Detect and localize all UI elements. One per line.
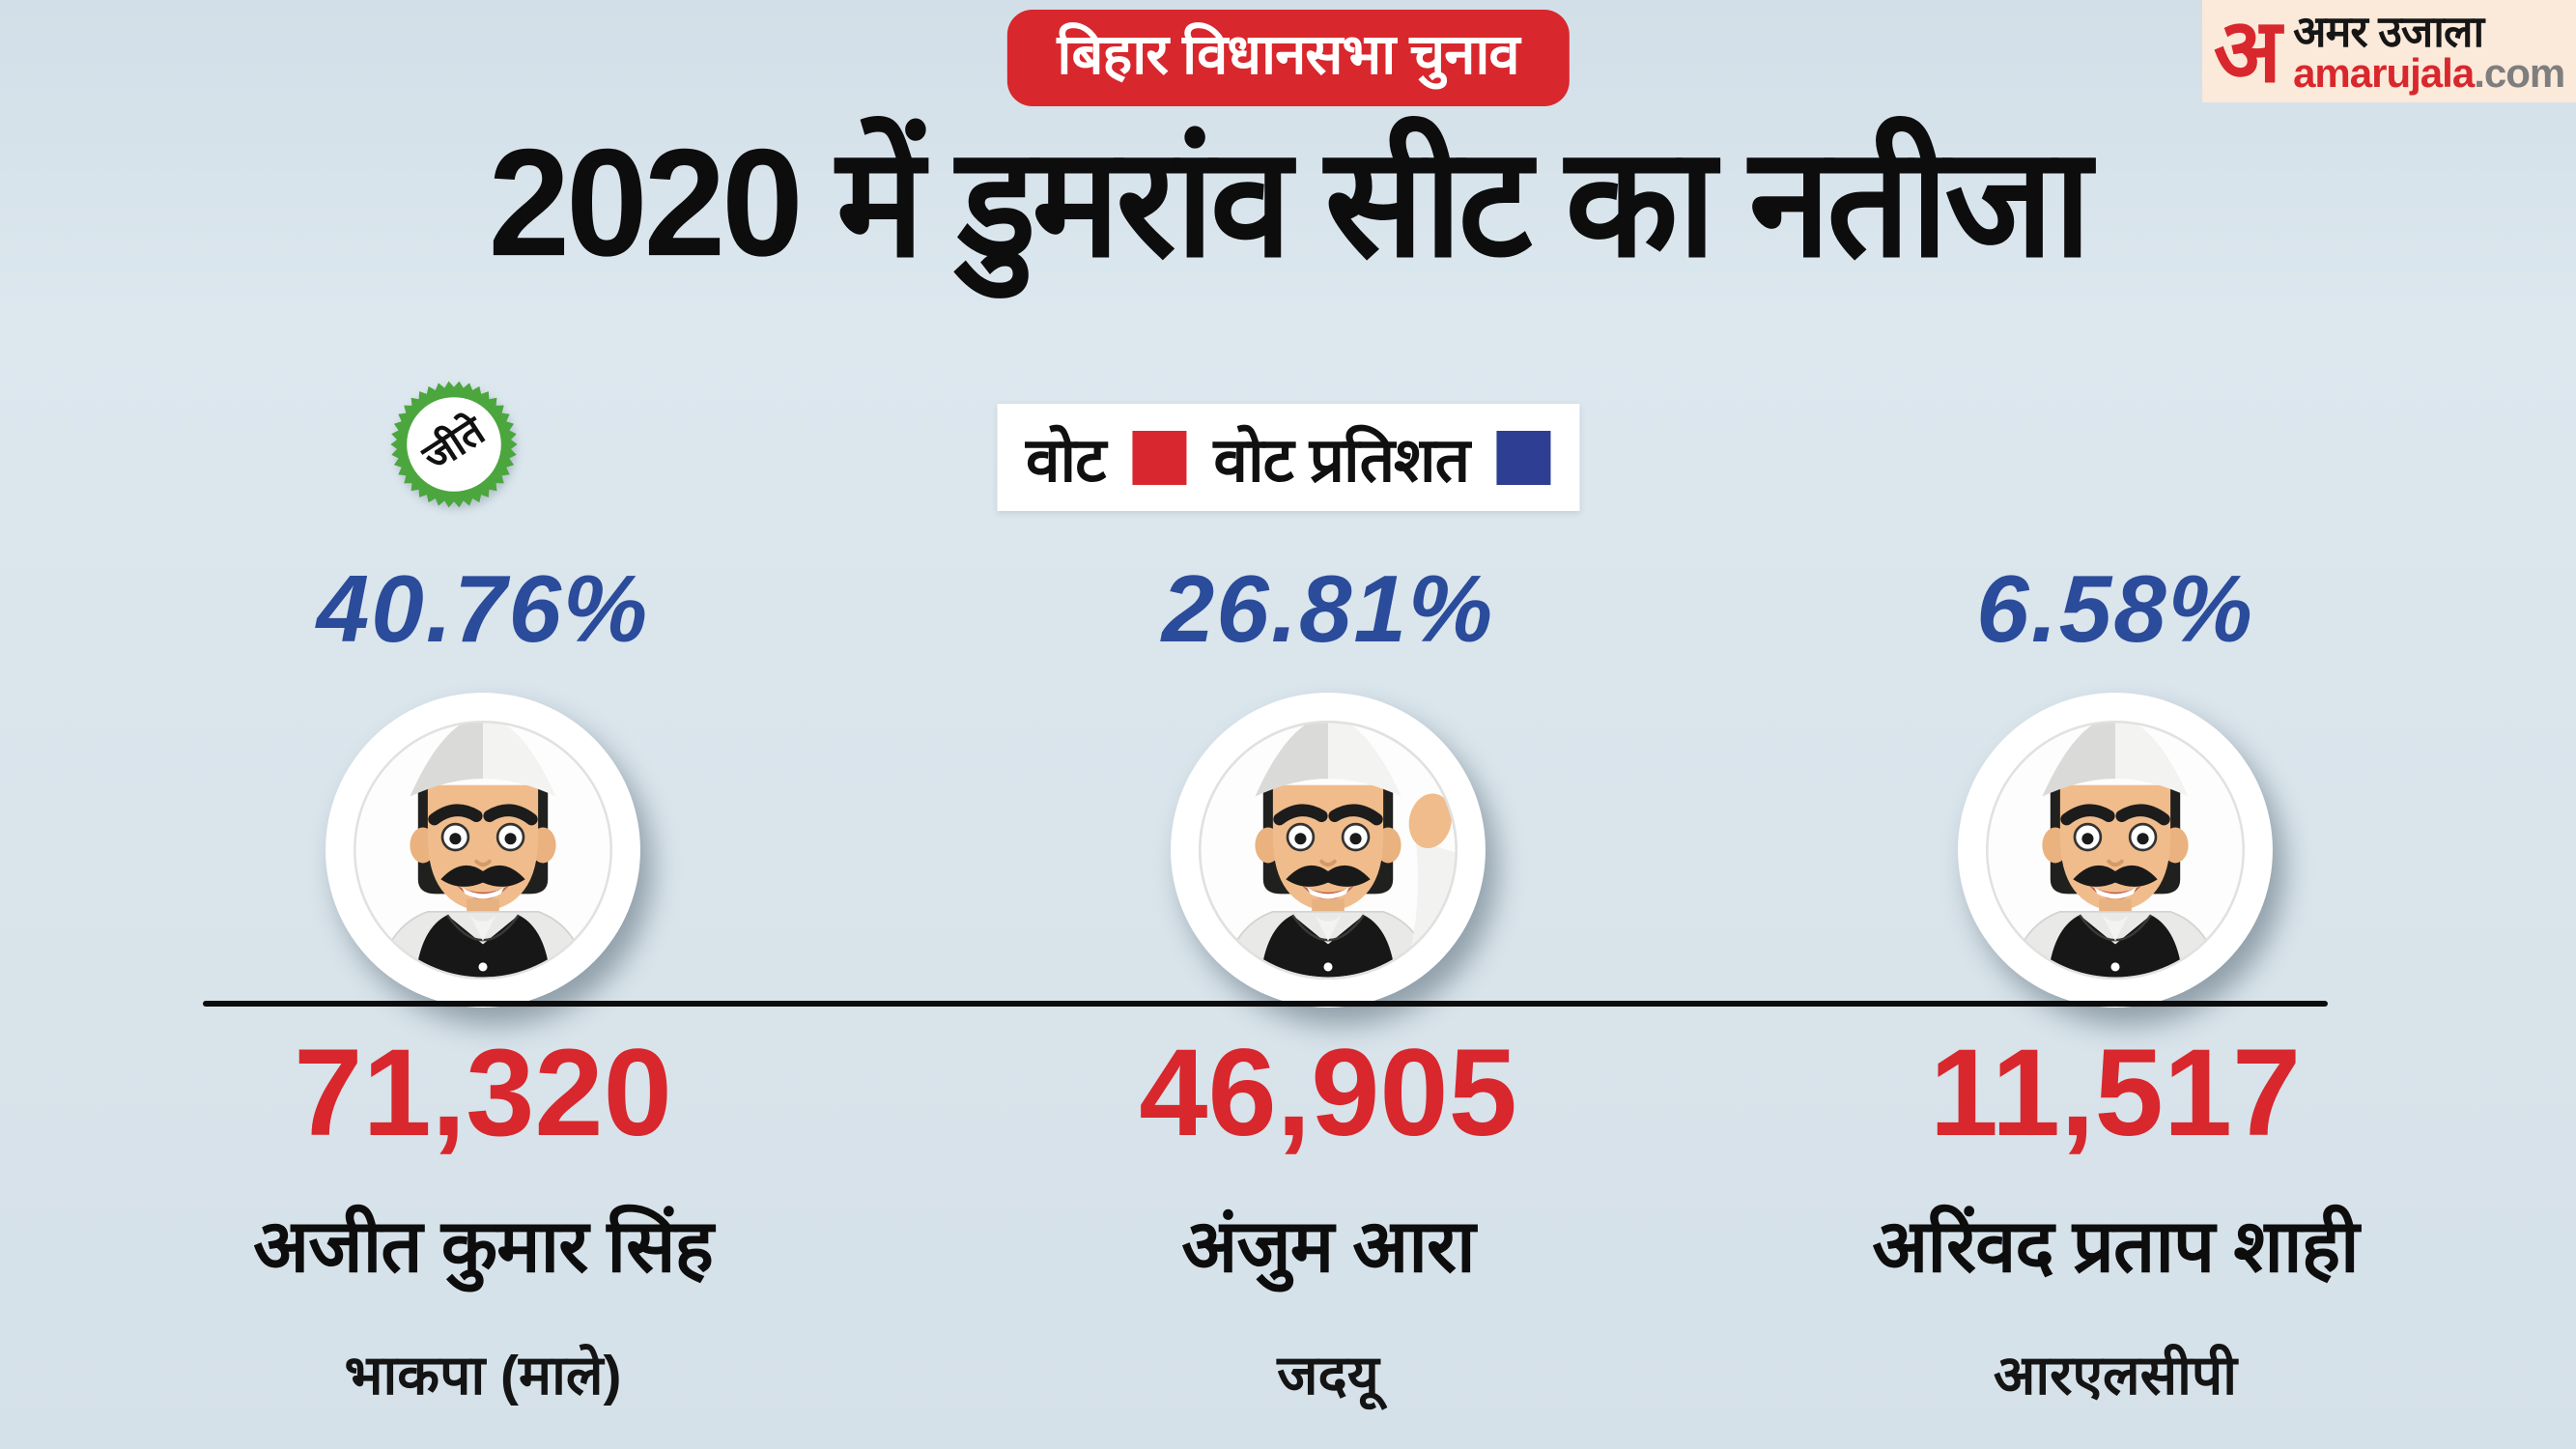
candidate-avatar	[321, 688, 645, 1012]
candidate-column-2: 26.81% 46,905 अंजुम आरा जदयू	[903, 541, 1753, 1449]
page-title: 2020 में डुमरांव सीट का नतीजा	[488, 117, 2092, 289]
divider-line	[203, 1001, 2328, 1007]
logo-brand-latin: amarujala	[2293, 49, 2475, 96]
candidate-name: अरिंवद प्रताप शाही	[1872, 1206, 2360, 1288]
candidate-party: भाकपा (माले)	[344, 1345, 622, 1406]
politician-avatar-icon	[1953, 688, 2278, 1012]
amar-ujala-logo: अ अमर उजाला amarujala.com	[2202, 0, 2576, 102]
candidate-avatar	[1953, 688, 2278, 1012]
candidate-column-1: 40.76% 71,320 अजीत कुमार सिंह भाकपा (माल…	[58, 541, 908, 1449]
logo-text: अमर उजाला amarujala.com	[2293, 6, 2565, 96]
candidate-column-3: 6.58% 11,517 अरिंवद प्रताप शाही आरएलसीपी	[1690, 541, 2540, 1449]
category-badge: बिहार विधानसभा चुनाव	[1006, 10, 1570, 106]
candidate-avatar	[1166, 688, 1490, 1012]
logo-monogram-icon: अ	[2213, 1, 2282, 100]
legend-percent-label: वोट प्रतिशत	[1213, 425, 1470, 495]
chart-legend: वोट वोट प्रतिशत	[996, 404, 1580, 511]
logo-brand-tld: .com	[2474, 49, 2565, 96]
vote-percent: 26.81%	[1161, 555, 1495, 662]
candidate-party: जदयू	[1277, 1345, 1379, 1406]
legend-votes-label: वोट	[1025, 425, 1106, 495]
legend-percent-swatch	[1496, 430, 1551, 485]
politician-avatar-icon	[321, 688, 645, 1012]
logo-brand-url: amarujala.com	[2293, 49, 2565, 96]
vote-percent: 40.76%	[316, 555, 650, 662]
vote-count: 11,517	[1929, 1024, 2302, 1162]
vote-percent: 6.58%	[1976, 555, 2254, 662]
vote-count: 71,320	[294, 1024, 672, 1162]
candidate-party: आरएलसीपी	[1993, 1345, 2238, 1406]
legend-votes-swatch	[1132, 430, 1187, 485]
logo-brand-hindi: अमर उजाला	[2293, 6, 2484, 56]
vote-count: 46,905	[1139, 1024, 1517, 1162]
politician-waving-avatar-icon	[1166, 688, 1490, 1012]
candidate-name: अंजुम आरा	[1181, 1206, 1475, 1288]
winner-seal: जीते	[390, 381, 518, 508]
candidate-name: अजीत कुमार सिंह	[253, 1206, 714, 1288]
